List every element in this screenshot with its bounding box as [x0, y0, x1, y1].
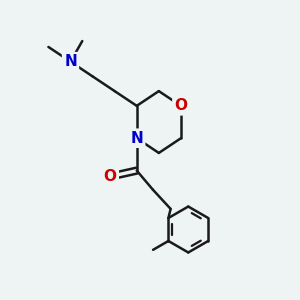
Text: O: O: [104, 169, 117, 184]
Text: N: N: [64, 54, 77, 69]
Text: O: O: [174, 98, 188, 113]
Text: N: N: [130, 131, 143, 146]
